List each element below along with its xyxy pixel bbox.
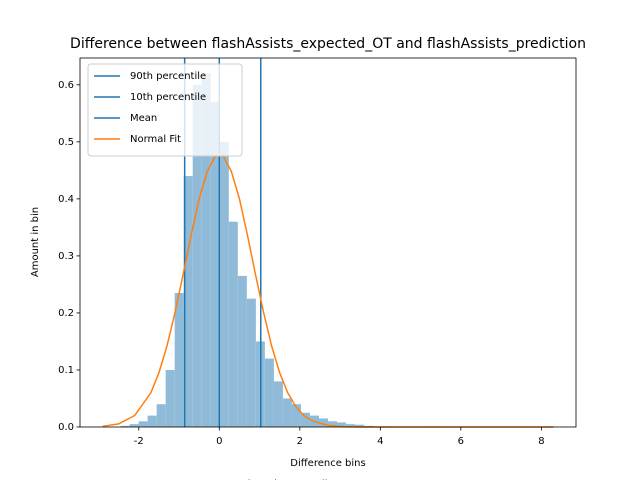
bar (355, 424, 365, 427)
bar (129, 424, 139, 427)
bar (346, 424, 356, 427)
bar (328, 421, 338, 427)
bar (183, 176, 193, 427)
bar (210, 101, 220, 428)
bar (246, 298, 256, 427)
legend-box (87, 63, 243, 157)
bar (228, 221, 238, 427)
bar (156, 404, 166, 427)
y-axis-label: Amount in bin (30, 207, 41, 277)
chart-title: Difference between flashAssists_expected… (70, 36, 586, 52)
bar (138, 421, 148, 427)
bar (300, 412, 310, 427)
y-tick-label: 0.6 (58, 80, 74, 91)
bar (291, 404, 301, 427)
y-tick-label: 0.0 (58, 422, 74, 433)
axes-frame (79, 57, 577, 428)
legend-label: 90th percentile (130, 71, 206, 82)
x-tick-label: 0 (216, 436, 222, 447)
x-tick-label: 8 (538, 436, 544, 447)
bar (174, 292, 184, 427)
bar (147, 415, 157, 427)
bar (282, 398, 292, 427)
y-tick-label: 0.3 (58, 251, 74, 262)
legend-label: Normal Fit (130, 134, 181, 145)
bar (192, 84, 202, 428)
bar (273, 381, 283, 427)
bar (165, 369, 175, 427)
legend-label: Mean (130, 113, 157, 124)
bar (201, 73, 211, 427)
x-axis-label: Difference bins (290, 458, 365, 469)
bar (237, 275, 247, 427)
fit-line (102, 153, 554, 428)
x-tick-label: 2 (297, 436, 303, 447)
y-tick-label: 0.2 (58, 308, 74, 319)
legend-label: 10th percentile (130, 92, 206, 103)
x-tick-label: 4 (377, 436, 383, 447)
y-tick-label: 0.4 (58, 194, 74, 205)
x-tick-label: -2 (134, 436, 144, 447)
bar (264, 358, 274, 427)
bar (219, 141, 229, 427)
bar (337, 422, 347, 427)
bar (318, 418, 328, 427)
y-tick-label: 0.5 (58, 137, 74, 148)
y-tick-label: 0.1 (58, 365, 74, 376)
bar (120, 425, 130, 427)
x-tick-label: 6 (458, 436, 464, 447)
